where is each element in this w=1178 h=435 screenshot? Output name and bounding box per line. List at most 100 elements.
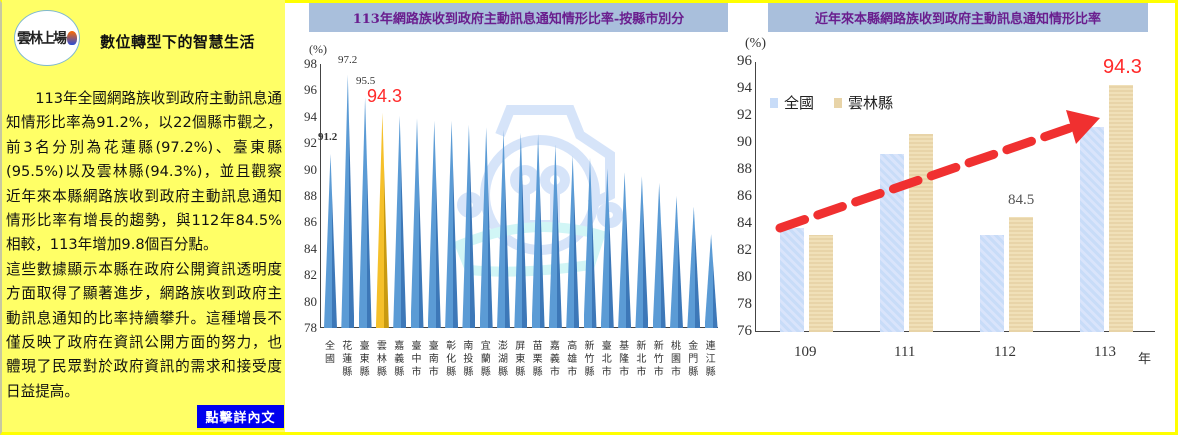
chart1-x-label: 宜蘭縣 [480, 341, 491, 378]
bar-雲林縣 [375, 112, 389, 328]
label-taitung: 95.5 [356, 75, 376, 87]
chart1-x-label: 桃園市 [671, 341, 681, 378]
label-yunlin: 94.3 [367, 86, 403, 106]
chart1-x-label: 基隆市 [619, 341, 630, 378]
chart1-y-tick: 90 [304, 161, 317, 177]
legend-swatch-national [770, 97, 778, 108]
bar-南投縣 [462, 124, 476, 328]
chart2-x-label: 112 [994, 344, 1016, 360]
bar-yunlin-109 [809, 234, 833, 332]
chart2-y-axis [755, 62, 756, 332]
logo-text: 雲林上場 [17, 31, 67, 47]
bar-yunlin-111 [909, 133, 933, 332]
bar-national-113 [1080, 126, 1104, 332]
chart2-x-label: 113 [1094, 344, 1116, 360]
chart1-x-label: 新北市 [636, 341, 647, 378]
chart1-x-label: 新竹市 [653, 341, 664, 378]
chart1-x-label: 彰化縣 [446, 341, 457, 378]
flame-icon [67, 31, 77, 45]
label-national: 91.2 [318, 131, 338, 143]
chart2-y-tick: 92 [737, 107, 752, 123]
chart1-x-label: 新竹縣 [584, 341, 595, 378]
bar-嘉義市 [548, 144, 562, 328]
chart1-y-tick: 86 [304, 214, 317, 230]
chart2-y-tick: 86 [737, 188, 752, 204]
chart2-y-tick: 76 [737, 323, 752, 339]
chart2-legend: 全國 雲林縣 [770, 92, 893, 113]
paragraph-1: 113年全國網路族收到政府主動訊息通知情形比率為91.2%，以22個縣市觀之，前… [6, 90, 282, 254]
chart1-x-label: 嘉義縣 [394, 341, 405, 378]
chart1-x-label: 嘉義市 [549, 341, 560, 378]
chart2-y-unit: (%) [745, 36, 766, 51]
chart1-y-tick: 82 [304, 267, 317, 283]
chart1-x-label: 臺北市 [601, 341, 612, 378]
chart1-y-tick: 98 [304, 56, 317, 71]
bar-yunlin-112 [1009, 217, 1033, 332]
chart1-y-unit: (%) [309, 42, 327, 56]
bar-national-109 [780, 228, 804, 332]
chart2-y-tick: 96 [737, 53, 752, 69]
article-panel: 雲林上場 數位轉型下的智慧生活 [2, 0, 285, 432]
chart1-x-label: 屏東縣 [515, 341, 526, 378]
trend-arrow-icon [775, 110, 1100, 233]
chart1-x-label: 臺東縣 [359, 341, 370, 378]
chart1-x-label: 連江縣 [705, 341, 716, 378]
chart2-x-axis [755, 331, 1155, 332]
legend-yunlin: 雲林縣 [848, 94, 894, 112]
chart1-x-label: 澎湖縣 [498, 341, 508, 378]
chart1-y-tick: 80 [304, 293, 317, 309]
bar-金門縣 [687, 206, 701, 328]
chart1-x-label: 金門縣 [688, 341, 699, 378]
chart2-x-label: 111 [894, 344, 916, 360]
bar-屏東縣 [514, 132, 528, 328]
paragraph-2: 這些數據顯示本縣在政府公開資訊透明度方面取得了顯著進步，網路族收到政府主動訊息通… [6, 260, 282, 400]
chart2-y-tick: 94 [737, 80, 752, 96]
bar-臺南市 [427, 120, 441, 328]
chart2-title: 近年來本縣網路族收到政府主動訊息通知情形比率 [768, 3, 1148, 32]
chart2-x-label: 109 [794, 344, 817, 360]
bar-澎湖縣 [497, 130, 510, 328]
bar-基隆市 [618, 172, 632, 328]
chart1-x-label: 苗栗縣 [532, 341, 543, 378]
chart2-y-tick: 82 [737, 242, 752, 258]
label-112-yunlin: 84.5 [1008, 192, 1035, 208]
chart2-y-tick: 90 [737, 134, 752, 150]
article-body: 113年全國網路族收到政府主動訊息通知情形比率為91.2%，以22個縣市觀之，前… [6, 87, 282, 404]
legend-national: 全國 [784, 94, 815, 112]
bar-新北市 [635, 176, 649, 328]
chart1-title: 113年網路族收到政府主動訊息通知情形比率-按縣市別分 [309, 3, 728, 32]
bar-national-112 [980, 234, 1004, 332]
chart1-y-tick: 92 [304, 135, 317, 151]
read-more-button[interactable]: 點擊詳內文 [197, 405, 284, 430]
chart2-y-tick: 84 [737, 215, 752, 231]
label-113-yunlin: 94.3 [1103, 56, 1142, 78]
chart1-plot-area [320, 64, 718, 328]
bar-嘉義縣 [393, 115, 407, 328]
bar-高雄市 [566, 155, 580, 328]
chart2-y-tick: 80 [737, 269, 752, 285]
legend-swatch-yunlin [834, 97, 843, 108]
bar-臺東縣 [358, 97, 372, 328]
chart1-y-tick: 88 [304, 188, 317, 203]
chart1-y-axis [320, 64, 321, 328]
bar-新竹縣 [583, 157, 597, 328]
chart1-x-label: 全國 [325, 341, 335, 365]
bar-彰化縣 [445, 120, 459, 328]
bar-苗栗縣 [531, 133, 545, 328]
bar-臺中市 [410, 118, 424, 328]
label-hualien: 97.2 [338, 54, 358, 66]
chart2-y-tick: 78 [737, 296, 752, 312]
chart2-x-unit: 年 [1138, 352, 1152, 367]
bar-桃園市 [670, 196, 683, 328]
county-logo: 雲林上場 [14, 10, 80, 66]
bar-宜蘭縣 [479, 127, 493, 328]
bar-花蓮縣 [341, 74, 355, 328]
chart1-x-label: 臺中市 [411, 341, 422, 378]
chart1-x-label: 南投縣 [463, 341, 474, 378]
chart1-x-label: 雲林縣 [376, 341, 387, 378]
chart1-x-label: 臺南市 [428, 341, 439, 378]
chart2-y-tick: 88 [737, 161, 752, 177]
bar-全國 [324, 153, 337, 328]
bar-新竹市 [652, 182, 666, 328]
